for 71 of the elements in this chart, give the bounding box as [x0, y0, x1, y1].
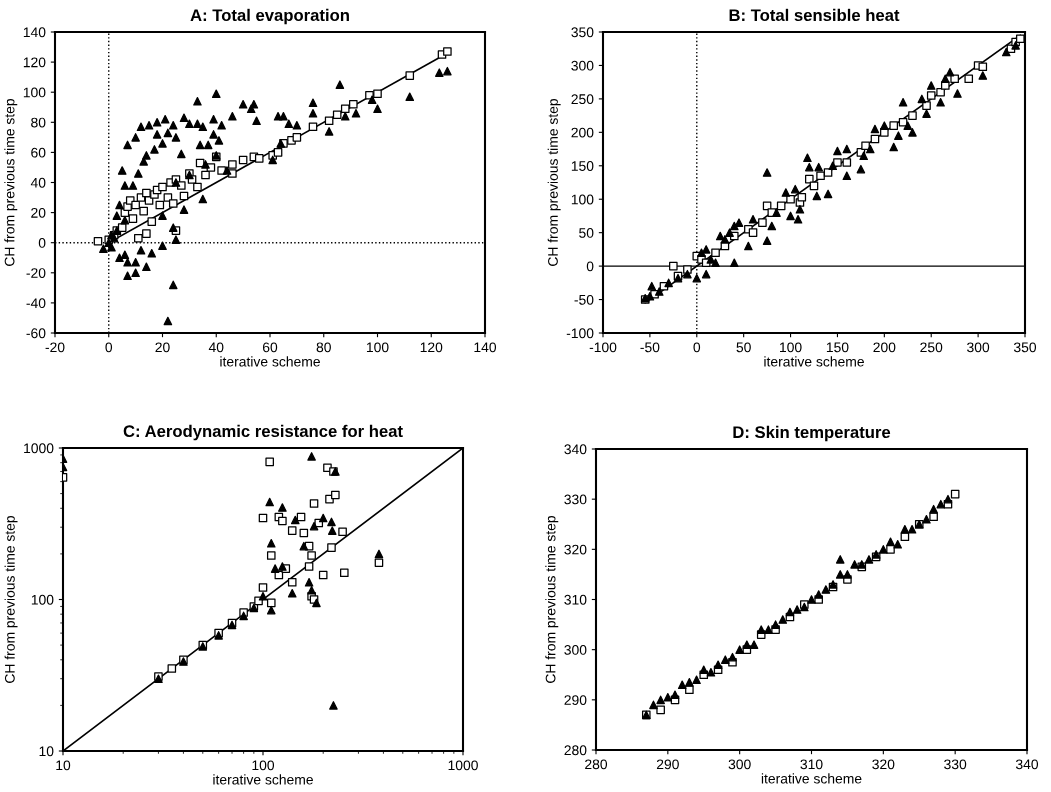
y-tick-label: -50 [574, 294, 594, 305]
x-tick-label: 80 [316, 342, 331, 353]
x-axis-title: iterative scheme [761, 773, 862, 784]
x-tick-label: 120 [420, 342, 443, 353]
x-tick-label: -50 [640, 342, 660, 353]
y-tick-label: 1000 [24, 443, 54, 454]
x-tick-label: 300 [728, 759, 751, 770]
y-tick-label: 50 [579, 228, 594, 238]
x-tick-label: 100 [366, 342, 389, 353]
x-tick-label: 50 [736, 342, 751, 353]
y-tick-label: 310 [564, 594, 587, 605]
x-tick-label: 340 [1015, 759, 1039, 770]
y-tick-label: 300 [571, 60, 594, 71]
x-tick-label: 200 [873, 342, 896, 353]
x-tick-label: 310 [800, 759, 823, 770]
y-tick-label: 10 [39, 746, 54, 757]
y-axis-title: CH from previous time step [4, 98, 18, 266]
y-tick-label: -20 [26, 268, 46, 278]
y-tick-label: 320 [564, 544, 587, 555]
y-tick-label: 40 [30, 177, 46, 188]
y-axis-title: CH from previous time step [545, 515, 559, 683]
x-tick-label: 100 [252, 760, 275, 771]
x-tick-label: 320 [872, 759, 895, 770]
x-tick-label: 290 [656, 759, 679, 770]
x-tick-label: 20 [155, 342, 170, 353]
y-tick-label: -60 [26, 328, 46, 339]
x-tick-label: 40 [208, 342, 224, 353]
x-tick-label: 140 [474, 342, 497, 353]
x-tick-label: 300 [967, 342, 990, 353]
x-tick-label: 250 [920, 342, 943, 353]
y-tick-label: -100 [566, 328, 594, 339]
chart-title: B: Total sensible heat [729, 8, 900, 22]
chart-title: A: Total evaporation [190, 8, 349, 25]
chart-title: D: Skin temperature [733, 425, 891, 442]
y-tick-label: 140 [23, 27, 46, 38]
y-tick-label: 60 [31, 147, 46, 158]
x-tick-label: 10 [56, 760, 71, 771]
y-tick-label: 120 [23, 57, 46, 68]
x-tick-label: -20 [45, 342, 65, 353]
y-tick-label: 100 [23, 87, 46, 98]
y-axis-title: CH from previous time step [547, 98, 561, 266]
y-tick-label: 300 [564, 645, 587, 655]
x-axis-title: iterative scheme [213, 774, 313, 785]
y-tick-label: 290 [564, 695, 587, 705]
y-tick-label: 80 [31, 117, 46, 128]
y-tick-label: 150 [571, 161, 594, 171]
y-tick-label: 200 [571, 127, 594, 138]
x-tick-label: 150 [826, 342, 849, 353]
x-tick-label: 60 [262, 342, 278, 353]
x-axis-title: iterative scheme [220, 356, 320, 367]
y-axis-title: CH from previous time step [4, 515, 18, 683]
y-tick-label: 250 [571, 94, 594, 105]
y-tick-label: 340 [564, 444, 587, 455]
y-tick-label: 100 [571, 194, 594, 205]
y-tick-label: 20 [31, 207, 46, 218]
x-tick-label: 350 [1013, 342, 1037, 353]
x-axis-title: iterative scheme [764, 356, 864, 367]
chart-title: C: Aerodynamic resistance for heat [123, 424, 403, 441]
x-tick-label: 0 [693, 342, 701, 353]
x-tick-label: 100 [780, 342, 802, 353]
y-tick-label: -40 [26, 298, 46, 309]
x-tick-label: 330 [944, 759, 967, 770]
y-tick-label: 350 [571, 27, 594, 38]
x-tick-label: -100 [589, 342, 617, 353]
y-tick-label: 0 [586, 261, 594, 272]
y-tick-label: 330 [564, 494, 587, 505]
x-tick-label: 1000 [448, 760, 478, 771]
y-tick-label: 0 [38, 238, 46, 248]
y-tick-label: 280 [564, 745, 587, 756]
y-tick-label: 100 [31, 594, 54, 605]
x-tick-label: 0 [105, 342, 113, 353]
